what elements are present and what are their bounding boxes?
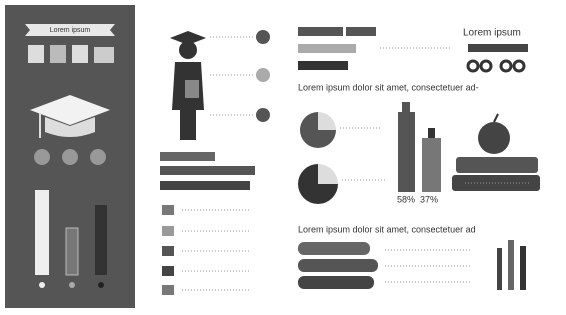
header-title: Lorem ipsum (463, 28, 521, 39)
pencils-part (508, 240, 514, 290)
apple-books-part (478, 122, 510, 154)
graduate-figure-part (256, 108, 270, 122)
top-bars-part (346, 27, 376, 36)
stat-left: 58% (397, 194, 415, 204)
icon-list-part (162, 246, 174, 256)
graduate-figure-part (185, 80, 199, 98)
people-icons-part (160, 181, 250, 190)
graduate-figure-part (256, 30, 270, 44)
graduate-figure-part (256, 68, 270, 82)
left-panel-part (98, 282, 104, 288)
left-panel-part (35, 190, 49, 275)
bottles-part (422, 138, 441, 192)
graduate-figure-part (179, 41, 197, 59)
left-panel-part (72, 45, 88, 63)
apple-books-part (456, 157, 538, 173)
top-bars-part (298, 44, 356, 53)
section-text: Lorem ipsum dolor sit amet, consectetuer… (298, 224, 476, 234)
banner-text: Lorem ipsum (50, 27, 91, 34)
left-panel-part (66, 228, 78, 275)
left-panel-part (50, 45, 66, 63)
pencil-cases-part (298, 259, 378, 272)
left-panel-part (62, 149, 78, 165)
icon-list-part (162, 266, 174, 276)
icon-list-part (162, 205, 174, 215)
left-panel-part (94, 47, 114, 63)
stat-right: 37% (420, 194, 438, 204)
icon-list-part (162, 285, 174, 295)
top-bars-part (298, 27, 343, 36)
left-panel-part (28, 45, 44, 63)
left-panel-part (90, 149, 106, 165)
pencil-cases-part (298, 242, 370, 255)
infographic: Lorem ipsum Lore (0, 0, 566, 315)
left-panel-part (39, 282, 45, 288)
glasses-icons-part (468, 44, 528, 52)
pencils-part (520, 246, 526, 290)
people-icons-part (160, 166, 255, 175)
left-panel-part (95, 205, 107, 275)
section-text: Lorem ipsum dolor sit amet, consectetuer… (298, 82, 479, 92)
icon-list-part (162, 226, 174, 236)
pencil-cases-part (298, 276, 374, 289)
left-panel: Lorem ipsum (5, 5, 135, 308)
bottles-part (428, 128, 435, 138)
left-panel-part (69, 282, 75, 288)
bottles-part (398, 112, 415, 192)
pencils-part (497, 248, 502, 290)
top-bars-part (298, 61, 348, 70)
left-panel-part (34, 149, 50, 165)
bottles-part (402, 102, 410, 112)
people-icons-part (160, 152, 215, 161)
